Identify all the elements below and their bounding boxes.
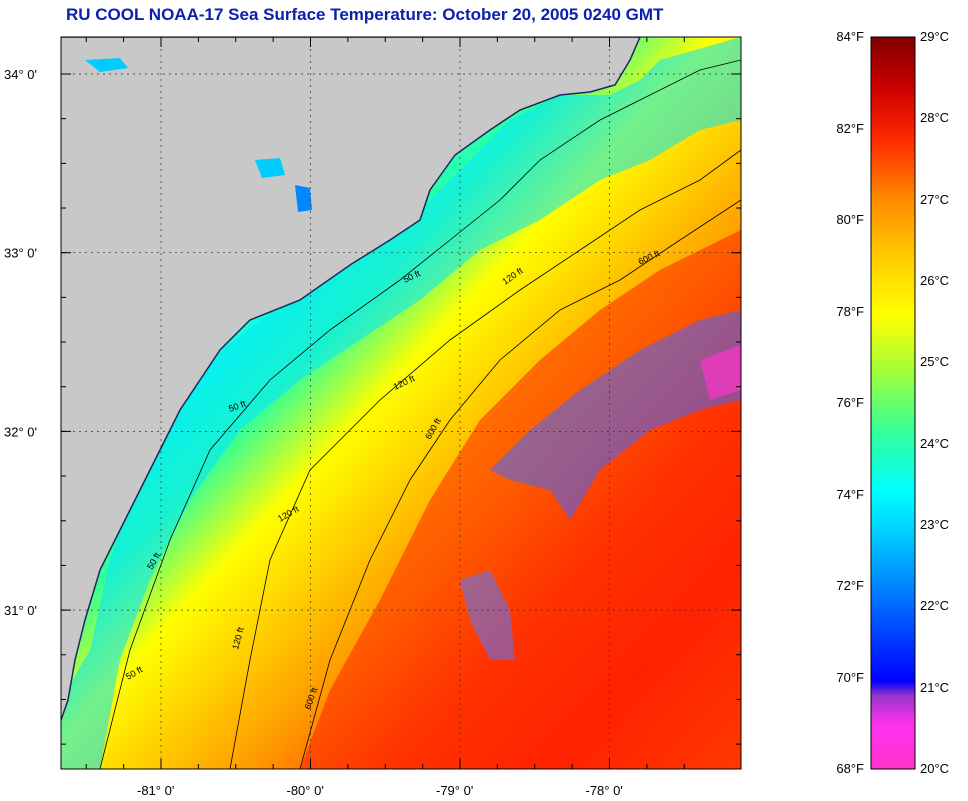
- colorbar-fahrenheit-label: 78°F: [836, 303, 864, 319]
- colorbar-celsius-label: 25°C: [920, 354, 950, 370]
- lon-tick-label: -80° 0': [287, 783, 324, 798]
- colorbar-celsius-label: 28°C: [920, 110, 950, 126]
- lat-tick-label: 34° 0': [4, 67, 37, 82]
- land-area: [61, 37, 640, 720]
- coastline: [61, 37, 641, 721]
- lon-tick-label: -78° 0': [586, 783, 623, 798]
- longitude-labels: -81° 0' -80° 0' -79° 0' -78° 0': [137, 783, 623, 798]
- lon-tick-label: -79° 0': [436, 783, 473, 798]
- colorbar-fahrenheit-label: 82°F: [836, 120, 864, 136]
- cloud-patch: [700, 345, 741, 400]
- map-frame: [60, 36, 742, 770]
- inland-lake: [255, 158, 285, 178]
- lat-tick-label: 31° 0': [4, 603, 37, 618]
- isobath-50ft: [99, 59, 741, 769]
- colorbar-fahrenheit-label: 68°F: [836, 761, 864, 776]
- colorbar-fahrenheit-label: 76°F: [836, 395, 864, 410]
- colorbar-fahrenheit-label: 74°F: [836, 486, 864, 502]
- lat-tick-label: 33° 0': [4, 246, 37, 261]
- chart-title: RU COOL NOAA-17 Sea Surface Temperature:…: [66, 5, 664, 24]
- colorbar-celsius-label: 24°C: [920, 435, 950, 451]
- colorbar-celsius-label: 27°C: [920, 191, 950, 207]
- colorbar-celsius-label: 23°C: [920, 517, 950, 532]
- lon-tick-label: -81° 0': [137, 783, 174, 798]
- cloud-patch: [490, 310, 741, 520]
- cloud-patch: [460, 570, 515, 660]
- axis-ticks: [61, 37, 741, 769]
- colorbar-celsius-label: 21°C: [920, 679, 950, 695]
- colorbar-celsius-label: 29°C: [920, 29, 950, 44]
- inland-lake: [85, 58, 128, 72]
- inland-lake: [295, 185, 312, 212]
- colorbar-fahrenheit-label: 84°F: [836, 29, 864, 44]
- colorbar-fahrenheit-label: 80°F: [836, 212, 864, 227]
- graticule: [61, 37, 741, 769]
- lat-tick-label: 32° 0': [4, 424, 37, 439]
- isobath-120ft: [229, 149, 741, 769]
- latitude-labels: 34° 0' 33° 0' 32° 0' 31° 0': [4, 67, 37, 618]
- colorbar-celsius-label: 20°C: [920, 761, 950, 776]
- nearshore-cool-water: [61, 37, 741, 769]
- colorbar-celsius-label: 26°C: [920, 273, 950, 288]
- colorbar-fahrenheit-label: 70°F: [836, 669, 864, 685]
- colorbar-fahrenheit-label: 72°F: [836, 578, 864, 593]
- colorbar: [870, 36, 916, 770]
- colorbar-celsius-label: 22°C: [920, 598, 950, 614]
